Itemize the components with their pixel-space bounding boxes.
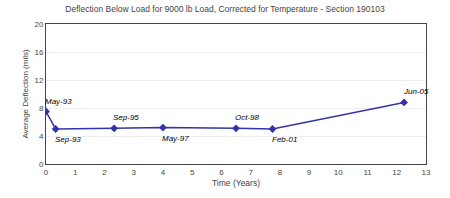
svg-text:13: 13 bbox=[422, 168, 431, 177]
svg-text:May-93: May-93 bbox=[45, 97, 72, 106]
svg-text:9: 9 bbox=[307, 168, 312, 177]
svg-text:11: 11 bbox=[363, 168, 372, 177]
svg-text:Sep-93: Sep-93 bbox=[55, 135, 81, 144]
svg-text:12: 12 bbox=[392, 168, 401, 177]
svg-text:16: 16 bbox=[34, 48, 43, 57]
svg-text:0: 0 bbox=[39, 160, 44, 169]
svg-text:3: 3 bbox=[131, 168, 136, 177]
svg-text:5: 5 bbox=[190, 168, 195, 177]
svg-text:Feb-01: Feb-01 bbox=[272, 135, 297, 144]
svg-text:4: 4 bbox=[161, 168, 166, 177]
svg-text:8: 8 bbox=[278, 168, 283, 177]
svg-text:6: 6 bbox=[219, 168, 224, 177]
svg-text:0: 0 bbox=[44, 168, 49, 177]
svg-text:May-97: May-97 bbox=[162, 134, 189, 143]
svg-text:8: 8 bbox=[39, 104, 44, 113]
svg-text:7: 7 bbox=[248, 168, 253, 177]
svg-text:20: 20 bbox=[34, 20, 43, 29]
svg-text:Jun-05: Jun-05 bbox=[403, 87, 429, 96]
svg-text:12: 12 bbox=[34, 76, 43, 85]
svg-text:4: 4 bbox=[39, 132, 44, 141]
svg-text:Average Deflection (mils): Average Deflection (mils) bbox=[21, 49, 30, 139]
svg-text:1: 1 bbox=[73, 168, 78, 177]
svg-text:Time (Years): Time (Years) bbox=[212, 178, 260, 188]
svg-text:Sep-95: Sep-95 bbox=[113, 113, 139, 122]
svg-text:10: 10 bbox=[334, 168, 343, 177]
svg-text:2: 2 bbox=[102, 168, 107, 177]
svg-text:Deflection Below Load for 9000: Deflection Below Load for 9000 lb Load, … bbox=[65, 4, 385, 14]
svg-text:Oct-98: Oct-98 bbox=[235, 113, 260, 122]
